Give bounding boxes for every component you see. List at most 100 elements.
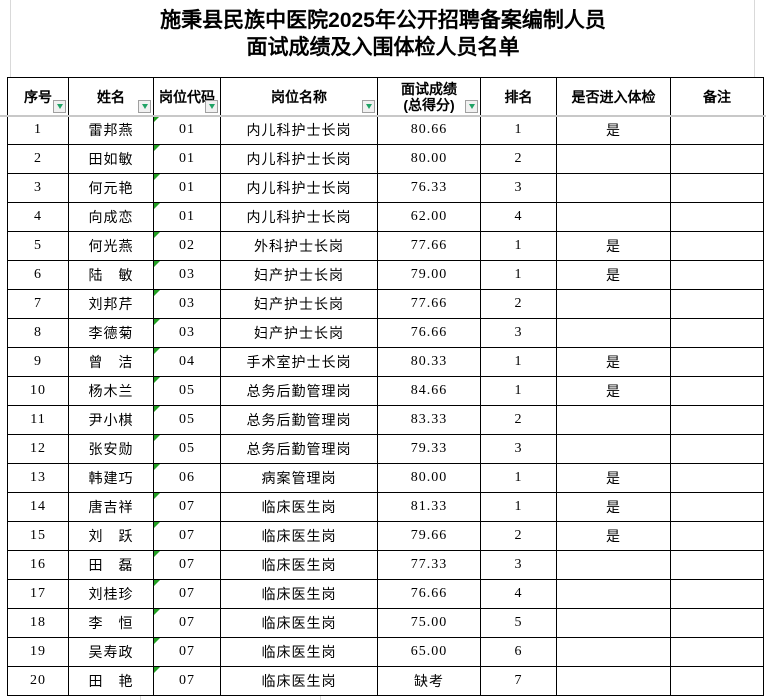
cell-enter_physical[interactable]: 是 xyxy=(556,463,671,493)
cell-remark[interactable] xyxy=(670,144,764,174)
autofilter-button[interactable] xyxy=(362,100,375,113)
cell-rank[interactable]: 5 xyxy=(480,608,557,638)
cell-rank[interactable]: 3 xyxy=(480,434,557,464)
cell-index[interactable]: 13 xyxy=(7,463,69,493)
cell-job_title[interactable]: 手术室护士长岗 xyxy=(220,347,378,377)
cell-job_title[interactable]: 临床医生岗 xyxy=(220,521,378,551)
cell-rank[interactable]: 2 xyxy=(480,289,557,319)
cell-index[interactable]: 11 xyxy=(7,405,69,435)
cell-score[interactable]: 77.66 xyxy=(377,289,481,319)
cell-rank[interactable]: 1 xyxy=(480,347,557,377)
cell-index[interactable]: 18 xyxy=(7,608,69,638)
cell-name[interactable]: 向成恋 xyxy=(68,202,154,232)
cell-score[interactable]: 77.66 xyxy=(377,231,481,261)
column-header-job_title[interactable]: 岗位名称 xyxy=(220,77,378,116)
cell-job_title[interactable]: 病案管理岗 xyxy=(220,463,378,493)
cell-index[interactable]: 9 xyxy=(7,347,69,377)
cell-remark[interactable] xyxy=(670,492,764,522)
cell-job_code[interactable]: 07 xyxy=(153,637,221,667)
cell-enter_physical[interactable]: 是 xyxy=(556,115,671,145)
cell-job_title[interactable]: 内儿科护士长岗 xyxy=(220,173,378,203)
cell-remark[interactable] xyxy=(670,521,764,551)
cell-rank[interactable]: 2 xyxy=(480,521,557,551)
cell-rank[interactable]: 1 xyxy=(480,463,557,493)
cell-job_code[interactable]: 05 xyxy=(153,376,221,406)
cell-rank[interactable]: 3 xyxy=(480,318,557,348)
cell-enter_physical[interactable] xyxy=(556,202,671,232)
cell-enter_physical[interactable]: 是 xyxy=(556,347,671,377)
cell-job_code[interactable]: 04 xyxy=(153,347,221,377)
cell-job_title[interactable]: 临床医生岗 xyxy=(220,666,378,696)
cell-name[interactable]: 尹小棋 xyxy=(68,405,154,435)
cell-enter_physical[interactable] xyxy=(556,173,671,203)
cell-name[interactable]: 刘 跃 xyxy=(68,521,154,551)
cell-score[interactable]: 80.00 xyxy=(377,463,481,493)
cell-job_code[interactable]: 01 xyxy=(153,144,221,174)
cell-score[interactable]: 84.66 xyxy=(377,376,481,406)
cell-remark[interactable] xyxy=(670,579,764,609)
cell-enter_physical[interactable]: 是 xyxy=(556,231,671,261)
autofilter-button[interactable] xyxy=(53,100,66,113)
cell-name[interactable]: 李德菊 xyxy=(68,318,154,348)
autofilter-button[interactable] xyxy=(205,100,218,113)
cell-job_code[interactable]: 01 xyxy=(153,202,221,232)
cell-job_code[interactable]: 05 xyxy=(153,405,221,435)
cell-job_code[interactable]: 01 xyxy=(153,115,221,145)
cell-name[interactable]: 杨木兰 xyxy=(68,376,154,406)
cell-score[interactable]: 79.33 xyxy=(377,434,481,464)
cell-name[interactable]: 何光燕 xyxy=(68,231,154,261)
cell-name[interactable]: 韩建巧 xyxy=(68,463,154,493)
cell-remark[interactable] xyxy=(670,637,764,667)
cell-rank[interactable]: 3 xyxy=(480,173,557,203)
column-header-remark[interactable]: 备注 xyxy=(670,77,764,116)
cell-name[interactable]: 田如敏 xyxy=(68,144,154,174)
column-header-index[interactable]: 序号 xyxy=(7,77,69,116)
cell-job_code[interactable]: 03 xyxy=(153,260,221,290)
cell-rank[interactable]: 1 xyxy=(480,115,557,145)
cell-enter_physical[interactable] xyxy=(556,405,671,435)
cell-rank[interactable]: 1 xyxy=(480,376,557,406)
cell-score[interactable]: 79.00 xyxy=(377,260,481,290)
cell-job_title[interactable]: 妇产护士长岗 xyxy=(220,289,378,319)
cell-index[interactable]: 15 xyxy=(7,521,69,551)
cell-job_title[interactable]: 总务后勤管理岗 xyxy=(220,376,378,406)
cell-remark[interactable] xyxy=(670,202,764,232)
cell-enter_physical[interactable] xyxy=(556,579,671,609)
cell-job_title[interactable]: 临床医生岗 xyxy=(220,579,378,609)
cell-rank[interactable]: 2 xyxy=(480,144,557,174)
cell-job_code[interactable]: 07 xyxy=(153,521,221,551)
cell-index[interactable]: 19 xyxy=(7,637,69,667)
cell-enter_physical[interactable] xyxy=(556,144,671,174)
cell-job_code[interactable]: 07 xyxy=(153,608,221,638)
cell-index[interactable]: 4 xyxy=(7,202,69,232)
cell-job_title[interactable]: 妇产护士长岗 xyxy=(220,260,378,290)
cell-index[interactable]: 16 xyxy=(7,550,69,580)
cell-job_title[interactable]: 内儿科护士长岗 xyxy=(220,115,378,145)
cell-name[interactable]: 吴寿政 xyxy=(68,637,154,667)
cell-name[interactable]: 张安勋 xyxy=(68,434,154,464)
cell-rank[interactable]: 1 xyxy=(480,492,557,522)
cell-job_title[interactable]: 外科护士长岗 xyxy=(220,231,378,261)
cell-rank[interactable]: 3 xyxy=(480,550,557,580)
cell-remark[interactable] xyxy=(670,666,764,696)
cell-remark[interactable] xyxy=(670,376,764,406)
cell-rank[interactable]: 6 xyxy=(480,637,557,667)
cell-index[interactable]: 20 xyxy=(7,666,69,696)
cell-job_title[interactable]: 总务后勤管理岗 xyxy=(220,405,378,435)
cell-job_code[interactable]: 07 xyxy=(153,550,221,580)
column-header-job_code[interactable]: 岗位代码 xyxy=(153,77,221,116)
cell-job_title[interactable]: 临床医生岗 xyxy=(220,608,378,638)
cell-score[interactable]: 80.33 xyxy=(377,347,481,377)
cell-score[interactable]: 76.66 xyxy=(377,579,481,609)
cell-job_title[interactable]: 总务后勤管理岗 xyxy=(220,434,378,464)
cell-score[interactable]: 76.66 xyxy=(377,318,481,348)
cell-remark[interactable] xyxy=(670,608,764,638)
cell-score[interactable]: 81.33 xyxy=(377,492,481,522)
cell-name[interactable]: 刘桂珍 xyxy=(68,579,154,609)
cell-name[interactable]: 雷邦燕 xyxy=(68,115,154,145)
cell-name[interactable]: 田 磊 xyxy=(68,550,154,580)
cell-remark[interactable] xyxy=(670,434,764,464)
cell-index[interactable]: 14 xyxy=(7,492,69,522)
cell-name[interactable]: 曾 洁 xyxy=(68,347,154,377)
cell-index[interactable]: 1 xyxy=(7,115,69,145)
